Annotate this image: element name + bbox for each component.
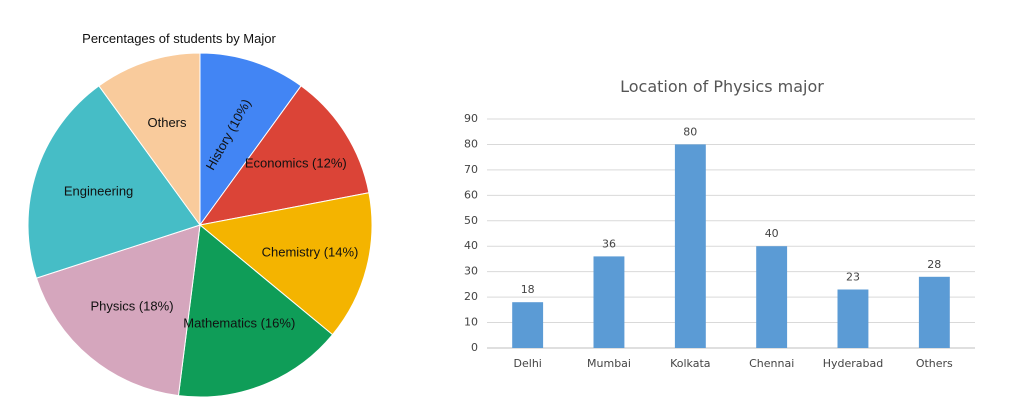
pie-label-economics-12: Economics (12%) <box>245 156 347 171</box>
bar-chart-title: Location of Physics major <box>620 77 824 96</box>
bar-hyderabad <box>837 289 869 348</box>
pie-slice-history-10 <box>199 52 302 227</box>
y-tick-label: 90 <box>464 112 478 125</box>
pie-slice-mathematics-16 <box>177 224 334 398</box>
y-tick-label: 60 <box>464 188 478 201</box>
y-tick-label: 80 <box>464 137 478 150</box>
pie-slice-others <box>98 52 201 227</box>
bar-kolkata <box>674 144 706 348</box>
data-label-hyderabad: 23 <box>846 271 860 284</box>
pie-chart: Percentages of students by Major History… <box>27 31 373 398</box>
x-tick-label-others: Others <box>916 357 953 370</box>
y-tick-label: 70 <box>464 163 478 176</box>
data-label-others: 28 <box>927 258 941 271</box>
data-label-delhi: 18 <box>521 283 535 296</box>
y-tick-label: 30 <box>464 265 478 278</box>
pie-title: Percentages of students by Major <box>82 31 276 46</box>
x-tick-label-chennai: Chennai <box>749 357 794 370</box>
x-tick-label-kolkata: Kolkata <box>670 357 710 370</box>
x-tick-label-hyderabad: Hyderabad <box>823 357 884 370</box>
pie-label-others: Others <box>147 115 187 130</box>
pie-slice-engineering <box>27 85 201 279</box>
pie-slice-economics-12 <box>198 85 370 226</box>
pie-slice-physics-18 <box>35 224 201 397</box>
bar-mumbai <box>593 256 625 348</box>
data-label-kolkata: 80 <box>683 125 697 138</box>
y-tick-label: 40 <box>464 239 478 252</box>
x-tick-label-mumbai: Mumbai <box>587 357 631 370</box>
pie-label-engineering: Engineering <box>64 183 133 198</box>
y-tick-label: 10 <box>464 316 478 329</box>
y-tick-label: 50 <box>464 214 478 227</box>
x-tick-label-delhi: Delhi <box>514 357 542 370</box>
bar-delhi <box>512 302 544 348</box>
bar-others <box>918 276 950 348</box>
y-tick-label: 20 <box>464 290 478 303</box>
pie-label-physics-18: Physics (18%) <box>90 299 173 314</box>
pie-slice-chemistry-14 <box>198 192 373 336</box>
pie-label-mathematics-16: Mathematics (16%) <box>183 316 295 331</box>
bar-chennai <box>756 246 788 348</box>
data-label-mumbai: 36 <box>602 237 616 250</box>
bar-chart: Location of Physics major 0 10 20 30 40 50 60 7… <box>464 77 975 370</box>
data-label-chennai: 40 <box>765 227 779 240</box>
pie-label-chemistry-14: Chemistry (14%) <box>262 245 359 260</box>
y-tick-label: 0 <box>471 341 478 354</box>
